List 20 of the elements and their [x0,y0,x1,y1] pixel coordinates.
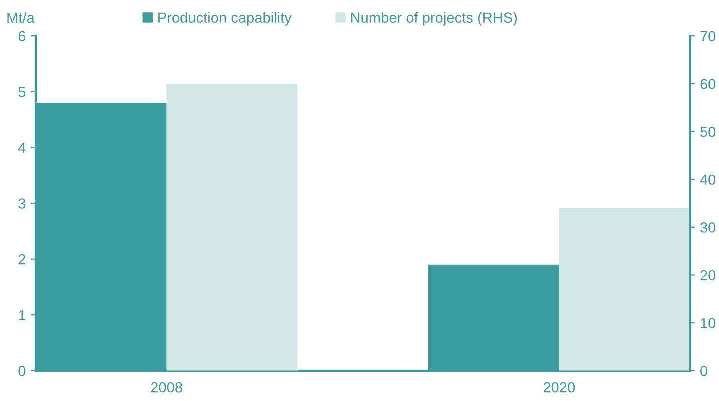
legend-label: Number of projects (RHS) [351,12,518,26]
legend-label: Production capability [158,12,292,26]
y-tick-label: 2 [18,254,26,265]
y-tick-label: 3 [18,198,26,209]
y-tick-label: 1 [19,310,26,320]
y-axis-title: Mt/a [8,12,35,24]
y2-tick-label: 30 [700,222,716,233]
y-tick-label: 6 [18,31,26,42]
y-tick-label: 4 [18,142,26,153]
y2-tick-label: 70 [700,31,716,42]
y2-tick-label: 20 [700,270,716,281]
y2-tick-label: 50 [700,126,716,138]
y2-tick-label: 40 [700,174,716,186]
y-tick-label: 0 [18,366,26,376]
y2-tick-label: 60 [700,79,716,90]
y2-tick-label: 0 [700,366,708,376]
y2-tick-label: 10 [701,318,716,329]
x-tick-label: 2020 [544,382,576,393]
x-tick-label: 2008 [151,382,182,393]
y-tick-label: 5 [18,87,26,98]
